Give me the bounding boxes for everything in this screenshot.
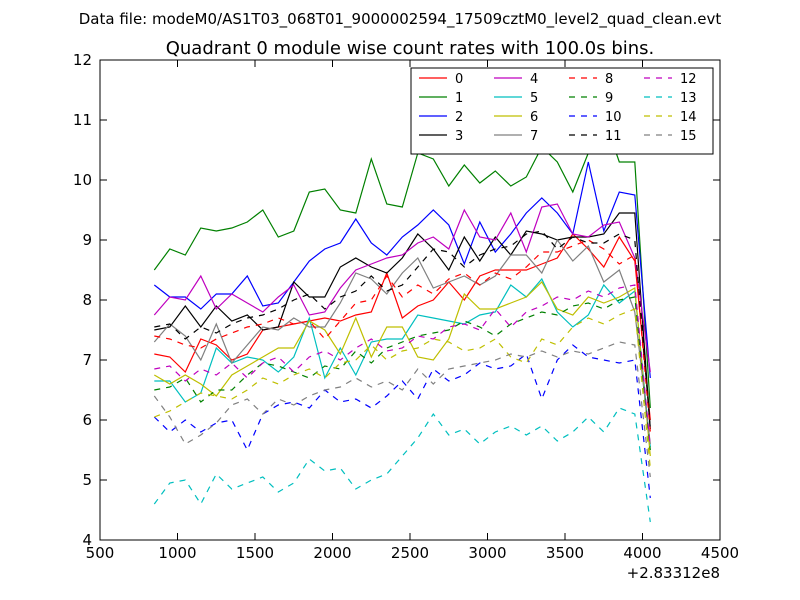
legend-label-1: 1	[455, 91, 463, 106]
series-line-6	[153, 281, 651, 457]
chart-title: Quadrant 0 module wise count rates with …	[166, 38, 655, 59]
x-tick-label: 2500	[391, 544, 429, 562]
series-line-13	[153, 407, 651, 523]
x-tick-label: 500	[86, 544, 115, 562]
series-line-11	[154, 230, 651, 430]
series-line-7	[153, 238, 651, 445]
legend-label-13: 13	[680, 91, 697, 106]
y-tick-label: 12	[73, 51, 92, 69]
x-tick-label: 1500	[236, 544, 274, 562]
series-line-4	[153, 203, 651, 373]
legend-label-15: 15	[680, 129, 697, 144]
legend-label-14: 14	[680, 110, 697, 125]
legend-label-2: 2	[455, 110, 463, 125]
x-tick-label: 1000	[158, 544, 196, 562]
series-line-0	[154, 233, 651, 421]
series-line-9	[154, 296, 651, 451]
legend-label-10: 10	[605, 110, 622, 125]
legend-label-3: 3	[455, 129, 463, 144]
y-tick-label: 11	[73, 111, 92, 129]
series-line-1	[153, 115, 651, 409]
legend-label-11: 11	[605, 129, 622, 144]
x-tick-label: 2000	[313, 544, 351, 562]
legend-box	[410, 67, 714, 155]
series-line-12	[154, 284, 651, 448]
series-line-2	[153, 161, 651, 379]
y-tick-label: 6	[82, 411, 92, 429]
legend-label-0: 0	[455, 72, 463, 87]
legend-label-4: 4	[530, 72, 538, 87]
y-tick-label: 4	[82, 531, 92, 549]
chart-suptitle: Data file: modeM0/AS1T03_068T01_90000025…	[79, 10, 722, 29]
y-tick-label: 10	[73, 171, 92, 189]
legend-label-8: 8	[605, 72, 613, 87]
x-tick-label: 4500	[701, 544, 739, 562]
legend-label-9: 9	[605, 91, 613, 106]
series-line-10	[153, 344, 651, 499]
x-tick-label: 4000	[623, 544, 661, 562]
series-line-5	[154, 277, 651, 448]
legend-label-6: 6	[530, 110, 538, 125]
y-tick-label: 7	[82, 351, 92, 369]
legend-label-7: 7	[530, 129, 538, 144]
legend-label-5: 5	[530, 91, 538, 106]
x-tick-label: 3000	[468, 544, 506, 562]
series-line-8	[154, 239, 651, 433]
x-tick-label: 3500	[546, 544, 584, 562]
series-line-14	[154, 308, 651, 469]
x-axis-offset-label: +2.83312e8	[627, 564, 720, 582]
axis-ticks: 500 1000 1500 2000 2500 3000 3500 4000 4500 4 5 6 7 8…	[73, 51, 739, 562]
series-line-3	[154, 212, 651, 430]
legend-label-12: 12	[680, 72, 697, 87]
y-tick-label: 8	[82, 291, 92, 309]
y-tick-label: 9	[82, 231, 92, 249]
y-tick-label: 5	[82, 471, 92, 489]
series-line-15	[153, 341, 651, 478]
